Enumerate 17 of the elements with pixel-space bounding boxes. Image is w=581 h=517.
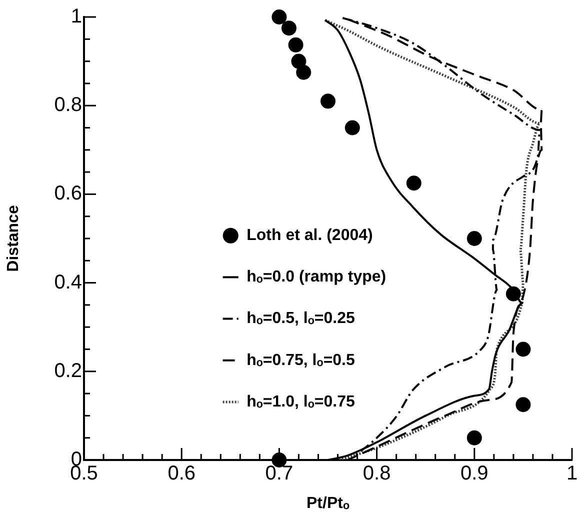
legend-label: hₒ=0.5, lₒ=0.25 [246,310,356,328]
x-tick-label: 0.6 [168,462,196,485]
x-axis-title: Pt/Ptₒ [306,494,350,512]
y-tick-label: 1 [70,6,82,28]
x-tick-label: 1 [566,462,578,485]
y-tick-label: 0.8 [54,94,82,116]
y-tick-label: 0.2 [54,360,82,382]
y-axis-title: Distance [5,205,22,272]
legend-label: Loth et al. (2004) [246,227,373,244]
legend-label: hₒ=1.0, lₒ=0.75 [246,393,356,410]
x-tick-label: 0.8 [362,462,391,485]
x-tick-label: 0.9 [460,462,488,485]
legend-label: hₒ=0.75, lₒ=0.5 [246,352,356,369]
y-tick-label: 0.4 [54,271,82,294]
x-tick-label: 0.7 [265,462,294,485]
legend-label: hₒ=0.0 (ramp type) [246,268,386,286]
y-tick-label: 0.6 [54,182,82,205]
